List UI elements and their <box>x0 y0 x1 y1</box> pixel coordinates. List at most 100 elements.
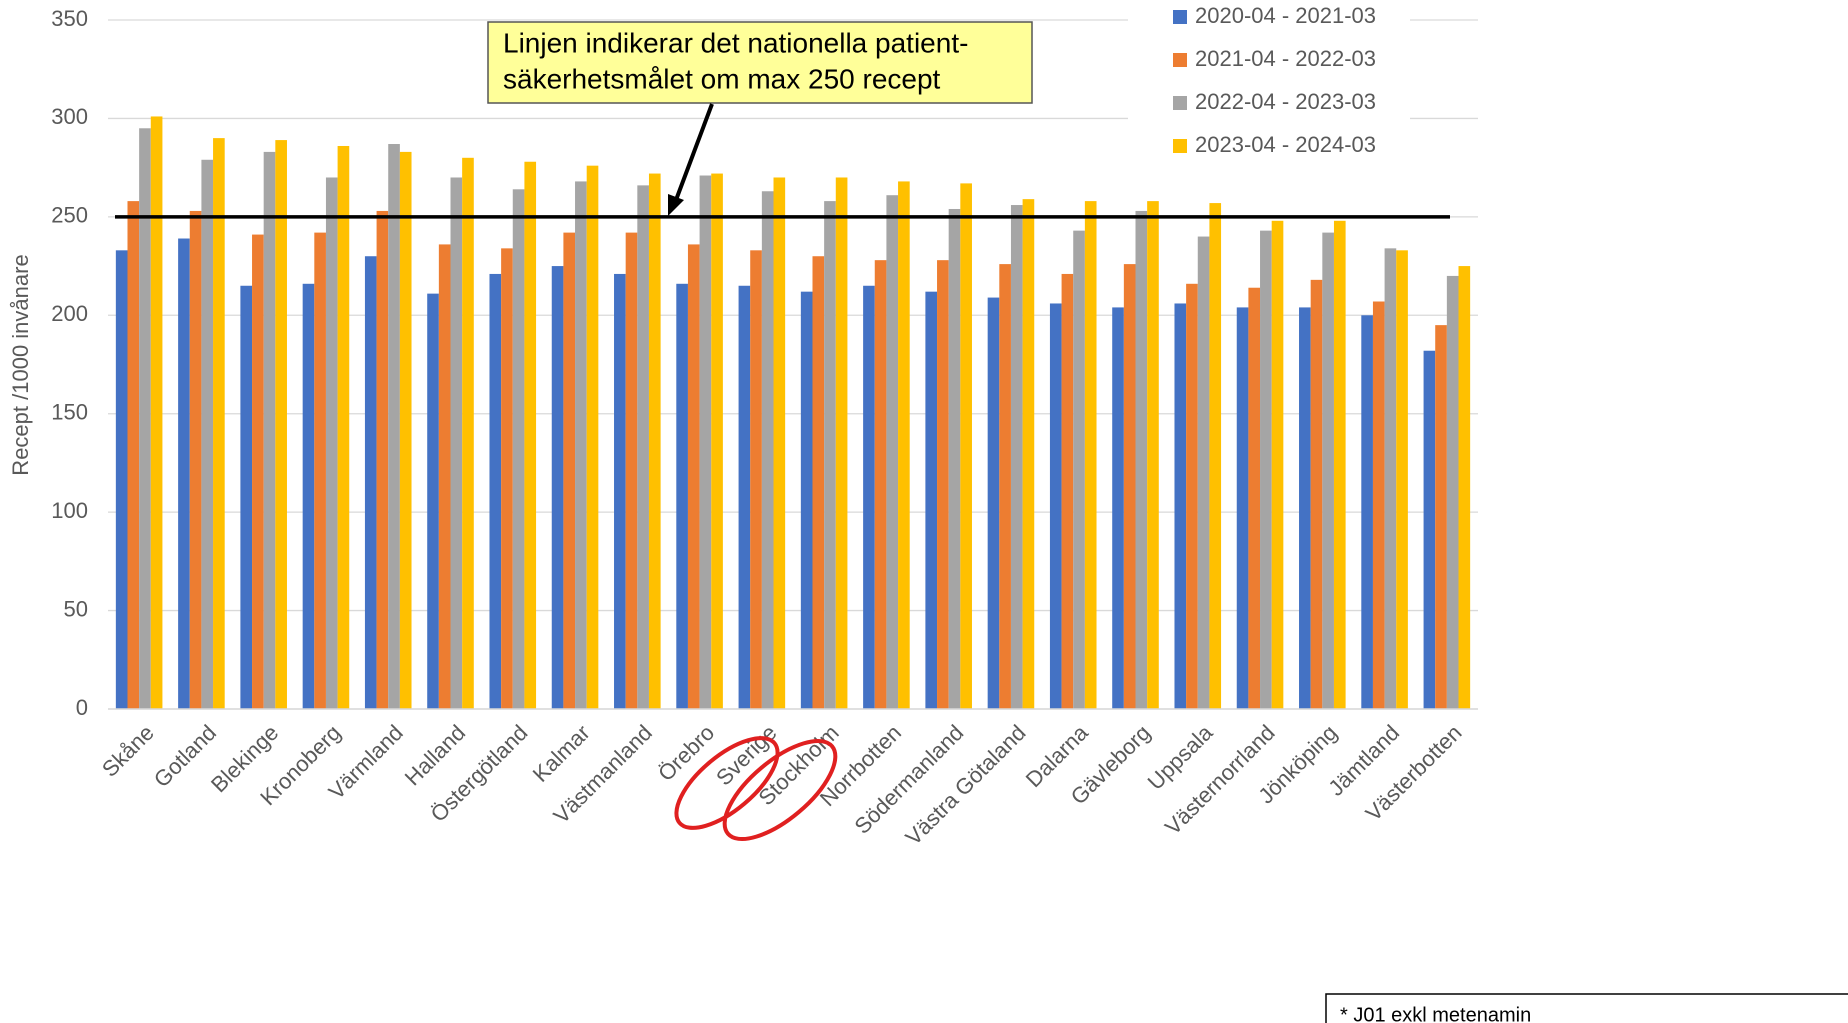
bar <box>1446 275 1459 709</box>
bar <box>625 232 638 709</box>
bar <box>201 159 214 710</box>
legend-swatch <box>1173 53 1187 67</box>
bar <box>337 145 350 709</box>
arrow-shaft <box>674 103 714 201</box>
y-axis-label: Recept /1000 invånare <box>8 254 33 475</box>
bar <box>824 201 836 709</box>
annotation-box <box>487 21 1033 104</box>
bar <box>376 210 389 710</box>
footnote-box <box>1325 993 1848 1023</box>
bar <box>438 244 451 709</box>
footnote: * J01 exkl metenamin <box>1340 1004 1531 1023</box>
bar <box>886 195 899 709</box>
bar <box>1022 199 1035 709</box>
bar <box>1260 230 1272 709</box>
bar <box>139 128 151 709</box>
bar <box>835 177 848 709</box>
bar <box>388 144 400 709</box>
bar <box>1248 287 1261 709</box>
bar <box>263 151 276 709</box>
bar <box>773 177 786 709</box>
bar <box>750 250 762 709</box>
bar <box>240 285 253 709</box>
bar <box>450 177 463 709</box>
bar <box>1197 236 1210 710</box>
y-tick-label: 200 <box>51 301 88 326</box>
annotation-text: Linjen indikerar det nationella patient- <box>503 27 968 58</box>
bar <box>252 234 264 709</box>
y-tick-label: 50 <box>64 596 88 621</box>
x-tick-label: Västernorrland <box>1160 720 1280 840</box>
bar <box>1299 307 1311 709</box>
bar <box>314 232 326 709</box>
bar <box>1209 203 1222 709</box>
bar <box>275 140 287 709</box>
bar <box>1174 303 1187 709</box>
bar <box>1135 210 1148 710</box>
bar <box>178 238 190 710</box>
bar <box>489 273 502 709</box>
bar <box>1310 279 1323 709</box>
bar <box>1061 273 1074 709</box>
y-tick-label: 0 <box>76 695 88 720</box>
x-tick-label: Örebro <box>653 720 719 786</box>
bar <box>999 264 1011 709</box>
bar <box>800 291 813 709</box>
bar <box>189 210 202 710</box>
y-tick-label: 250 <box>51 203 88 228</box>
annotation-text: säkerhetsmålet om max 250 recept <box>503 63 941 94</box>
bar <box>761 191 774 709</box>
y-tick-label: 150 <box>51 400 88 425</box>
bar <box>1147 201 1159 709</box>
bar <box>1361 315 1373 709</box>
bar <box>1423 350 1436 709</box>
bar <box>1458 266 1471 709</box>
bar <box>925 291 938 709</box>
bar <box>1372 301 1385 709</box>
bar <box>150 116 163 709</box>
bar <box>1435 325 1447 709</box>
bar <box>302 283 315 709</box>
bar <box>399 151 412 709</box>
bar <box>575 181 587 709</box>
highlight-ellipse <box>674 736 780 830</box>
bar <box>501 248 513 709</box>
bar <box>676 283 688 709</box>
bar <box>648 173 661 709</box>
bar <box>738 285 751 709</box>
legend-swatch <box>1173 96 1187 110</box>
bar <box>1112 307 1124 709</box>
bar <box>1010 205 1023 709</box>
y-tick-label: 300 <box>51 104 88 129</box>
bar <box>614 273 626 709</box>
bar <box>948 208 961 710</box>
bar <box>551 266 564 709</box>
bar <box>427 293 439 709</box>
bar <box>1123 264 1136 709</box>
bar <box>563 232 576 709</box>
bar <box>863 285 875 709</box>
bar <box>1049 303 1062 709</box>
bar <box>812 256 825 709</box>
bar <box>699 175 712 709</box>
bar <box>1333 220 1346 709</box>
bar <box>1236 307 1249 709</box>
arrow-head <box>668 194 684 216</box>
bar <box>462 157 474 710</box>
bar <box>127 201 140 709</box>
highlight-ellipse <box>722 738 838 842</box>
bar <box>364 256 377 709</box>
y-tick-label: 350 <box>51 6 88 31</box>
legend-swatch <box>1173 10 1187 24</box>
legend-swatch <box>1173 139 1187 153</box>
bar <box>1073 230 1085 709</box>
bar <box>937 260 949 709</box>
bar <box>1084 201 1097 709</box>
x-tick-label: Södermanland <box>849 720 968 839</box>
y-tick-label: 100 <box>51 498 88 523</box>
legend-label: 2021-04 - 2022-03 <box>1195 46 1376 71</box>
bar <box>711 173 723 709</box>
bar <box>898 181 910 709</box>
bar <box>637 185 649 710</box>
